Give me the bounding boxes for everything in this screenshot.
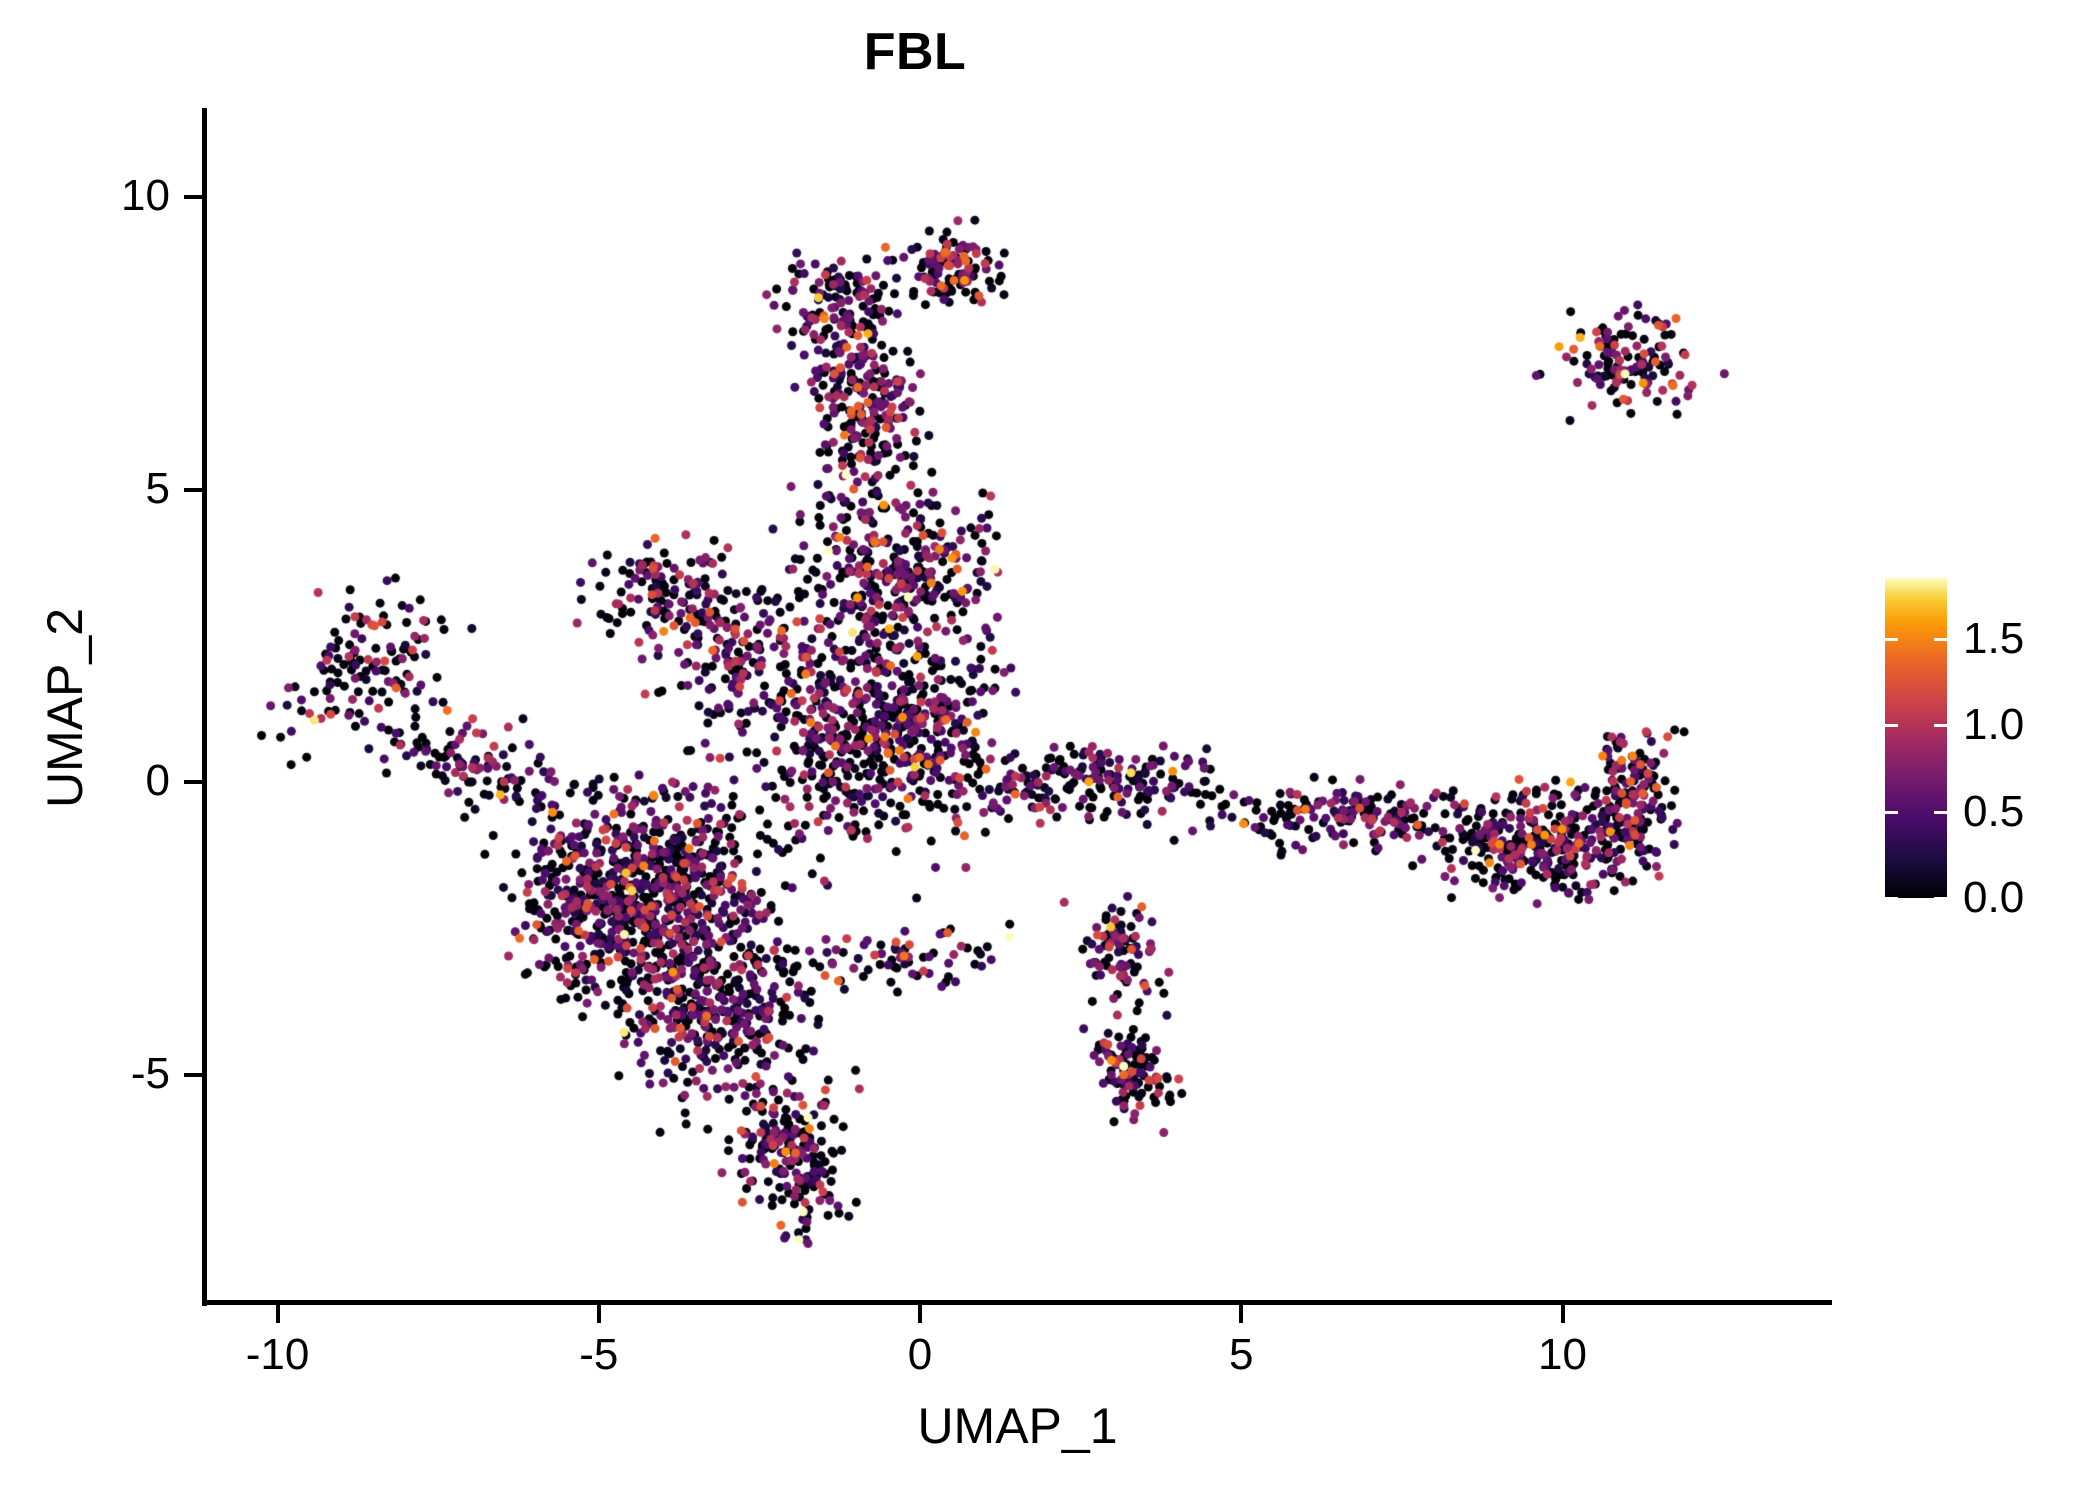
x-tick-mark <box>918 1305 922 1323</box>
y-tick-label: 0 <box>145 756 170 805</box>
colorbar-tick-label: 1.5 <box>1963 613 2025 663</box>
colorbar-tick-mark <box>1934 810 1947 814</box>
x-tick-label: 0 <box>907 1330 933 1379</box>
y-tick-label: -5 <box>130 1048 170 1098</box>
y-tick-mark <box>184 195 202 199</box>
colorbar-tick-label: 1.0 <box>1963 700 2025 750</box>
colorbar-tick-mark <box>1934 637 1947 641</box>
y-tick-label: 5 <box>145 463 170 513</box>
y-tick-mark <box>184 487 202 492</box>
colorbar-tick-mark <box>1934 724 1947 728</box>
colorbar-tick-mark <box>1885 637 1898 641</box>
colorbar-tick-mark <box>1885 724 1898 728</box>
colorbar-tick-mark <box>1934 897 1947 900</box>
scatter-points-layer <box>205 110 1830 1302</box>
y-tick-mark <box>184 1072 202 1077</box>
colorbar-tick-mark <box>1885 897 1898 900</box>
x-tick-mark <box>1239 1305 1244 1323</box>
x-tick-mark <box>1560 1305 1565 1323</box>
colorbar-tick-mark <box>1885 810 1898 814</box>
page-title: FBL <box>863 23 967 81</box>
colorbar-tick-label: 0.5 <box>1963 786 2025 836</box>
x-tick-label: 5 <box>1229 1330 1254 1379</box>
colorbar-gradient <box>1885 578 1947 898</box>
plot-panel <box>205 110 1830 1302</box>
x-tick-label: -5 <box>579 1330 619 1379</box>
y-tick-label: 10 <box>121 171 170 220</box>
x-tick-mark <box>275 1305 280 1323</box>
colorbar-legend: 1.5 1.0 0.5 0.0 <box>1885 578 2085 920</box>
x-tick-label: 10 <box>1538 1330 1587 1379</box>
y-axis-title: UMAP_2 <box>37 607 93 809</box>
y-axis-line <box>202 108 207 1306</box>
x-axis-title: UMAP_1 <box>917 1398 1118 1454</box>
x-tick-mark <box>596 1305 601 1323</box>
x-tick-label: -10 <box>245 1330 310 1379</box>
y-tick-mark <box>184 780 202 784</box>
x-axis-line <box>202 1300 1832 1305</box>
colorbar-tick-label: 0.0 <box>1963 873 2025 922</box>
